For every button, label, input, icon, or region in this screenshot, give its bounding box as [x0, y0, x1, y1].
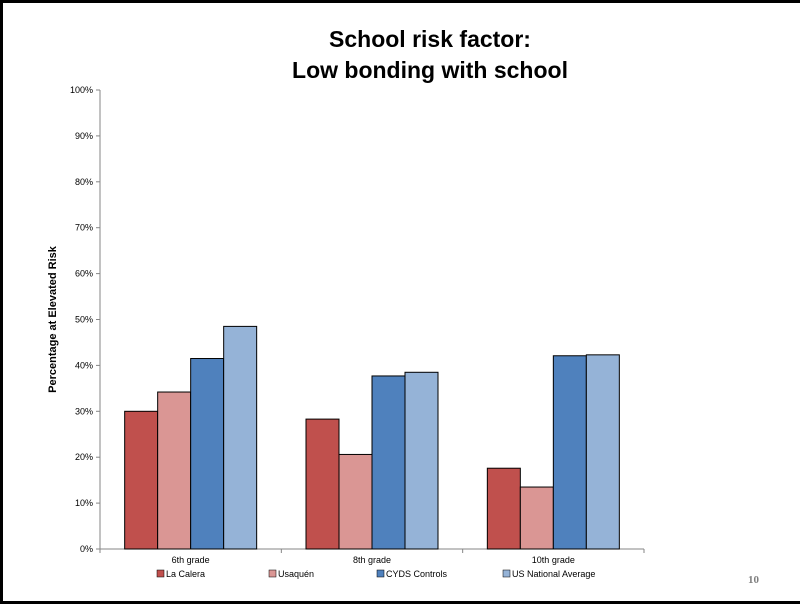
y-tick-label: 80%: [75, 177, 93, 187]
bar: [486, 467, 521, 550]
bar: [124, 410, 159, 550]
y-tick-label: 20%: [75, 452, 93, 462]
y-tick-label: 0%: [80, 544, 93, 554]
y-tick-label: 50%: [75, 315, 93, 325]
x-tick-label: 8th grade: [353, 555, 391, 565]
bar: [338, 453, 373, 550]
bar: [585, 354, 620, 550]
y-tick-label: 70%: [75, 223, 93, 233]
legend-swatch: [376, 569, 385, 578]
bar: [223, 325, 258, 550]
y-tick-label: 100%: [70, 85, 93, 95]
y-tick-label: 30%: [75, 406, 93, 416]
y-tick-label: 60%: [75, 269, 93, 279]
legend-swatch: [502, 569, 511, 578]
chart-title: School risk factor: Low bonding with sch…: [230, 24, 630, 86]
legend-label: Usaquén: [278, 569, 314, 579]
page-number: 10: [748, 574, 759, 586]
legend-label: La Calera: [166, 569, 205, 579]
legend-label: CYDS Controls: [386, 569, 448, 579]
chart-title-line-1: School risk factor:: [329, 26, 531, 52]
bar: [305, 418, 340, 550]
x-tick-label: 6th grade: [172, 555, 210, 565]
legend-swatch: [156, 569, 165, 578]
y-tick-label: 10%: [75, 498, 93, 508]
legend-swatch: [268, 569, 277, 578]
y-tick-label: 90%: [75, 131, 93, 141]
bar: [190, 358, 225, 550]
bar: [552, 355, 587, 550]
bar: [371, 375, 406, 550]
y-axis-title: Percentage at Elevated Risk: [47, 245, 59, 393]
bar: [404, 371, 439, 550]
y-tick-label: 40%: [75, 360, 93, 370]
bar: [519, 486, 554, 550]
legend-label: US National Average: [512, 569, 595, 579]
chart-title-line-2: Low bonding with school: [292, 57, 568, 83]
x-tick-label: 10th grade: [532, 555, 575, 565]
bar: [157, 391, 192, 550]
